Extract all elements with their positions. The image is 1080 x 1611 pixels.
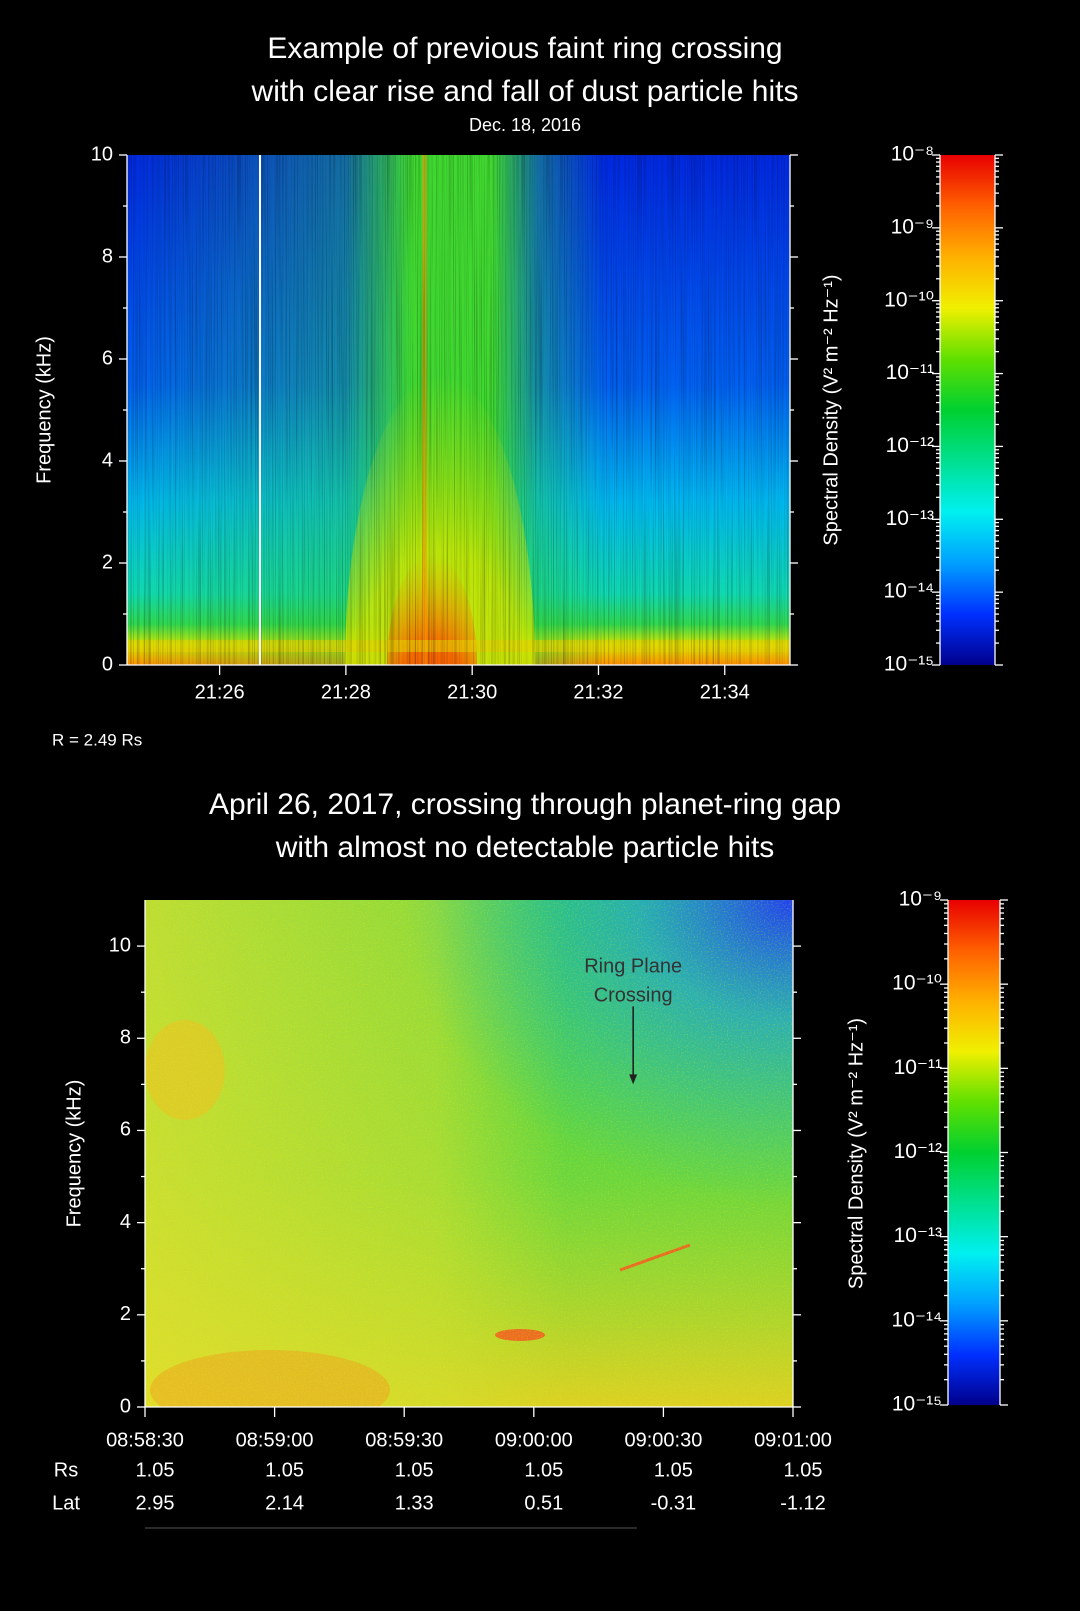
y-tick-label: 8	[102, 245, 113, 267]
colorbar-tick-label: 10⁻¹⁴	[892, 1308, 942, 1331]
annotation: R = 2.49 Rs	[52, 730, 142, 749]
y-tick-label: 6	[120, 1119, 131, 1141]
x-tick-label: 09:00:00	[495, 1429, 573, 1451]
x-tick-label: 08:59:00	[236, 1429, 314, 1451]
y-tick-label: 6	[102, 347, 113, 369]
table-cell: 2.14	[265, 1492, 304, 1514]
colorbar-tick-label: 10⁻¹⁰	[892, 972, 942, 995]
colorbar-tick-label: 10⁻¹²	[886, 434, 934, 457]
colorbar	[940, 155, 995, 665]
table-cell: 0.51	[524, 1492, 563, 1514]
colorbar-tick-label: 10⁻¹¹	[886, 361, 934, 384]
y-tick-label: 10	[109, 934, 131, 956]
y-tick-label: 2	[120, 1303, 131, 1325]
y-tick-label: 4	[102, 449, 113, 471]
x-tick-label: 21:28	[321, 681, 371, 703]
colorbar-tick-label: 10⁻¹²	[894, 1140, 942, 1163]
x-tick-label: 21:26	[195, 681, 245, 703]
x-tick-label: 21:34	[700, 681, 750, 703]
table-cell: 2.95	[136, 1492, 175, 1514]
colorbar-tick-label: 10⁻⁹	[891, 215, 934, 238]
x-tick-label: 21:30	[447, 681, 497, 703]
colorbar-label: Spectral Density (V² m⁻² Hz⁻¹)	[845, 1018, 867, 1289]
x-tick-label: 08:59:30	[365, 1429, 443, 1451]
colorbar-tick-label: 10⁻¹⁴	[884, 580, 934, 603]
table-cell: -0.31	[651, 1492, 697, 1514]
chart-title: with clear rise and fall of dust particl…	[251, 75, 799, 108]
chart-title: with almost no detectable particle hits	[275, 831, 775, 864]
x-tick-label: 09:01:00	[754, 1429, 832, 1451]
y-tick-label: 2	[102, 551, 113, 573]
table-cell: -1.12	[780, 1492, 826, 1514]
chart-title: April 26, 2017, crossing through planet-…	[209, 788, 841, 821]
colorbar-tick-label: 10⁻¹³	[894, 1224, 942, 1247]
row-label: Lat	[52, 1492, 80, 1514]
y-tick-label: 0	[102, 653, 113, 675]
annotation: Ring Plane	[584, 956, 682, 978]
row-label: Rs	[54, 1459, 78, 1481]
chart-subtitle: Dec. 18, 2016	[469, 115, 581, 135]
spectrogram	[127, 155, 790, 665]
table-cell: 1.05	[136, 1459, 175, 1481]
colorbar-tick-label: 10⁻¹⁵	[884, 653, 934, 676]
table-cell: 1.05	[784, 1459, 823, 1481]
colorbar-tick-label: 10⁻⁸	[891, 143, 934, 166]
y-tick-label: 10	[91, 143, 113, 165]
x-tick-label: 09:00:30	[624, 1429, 702, 1451]
table-cell: 1.33	[395, 1492, 434, 1514]
colorbar-tick-label: 10⁻¹³	[886, 507, 934, 530]
y-axis-label: Frequency (kHz)	[63, 1080, 85, 1228]
colorbar-tick-label: 10⁻¹⁰	[884, 288, 934, 311]
table-cell: 1.05	[265, 1459, 304, 1481]
y-tick-label: 4	[120, 1211, 131, 1233]
y-tick-label: 8	[120, 1027, 131, 1049]
x-tick-label: 08:58:30	[106, 1429, 184, 1451]
colorbar-tick-label: 10⁻⁹	[899, 888, 942, 911]
colorbar-tick-label: 10⁻¹¹	[894, 1056, 942, 1079]
chart-title: Example of previous faint ring crossing	[267, 32, 782, 65]
table-cell: 1.05	[524, 1459, 563, 1481]
colorbar	[948, 900, 1000, 1405]
colorbar-label: Spectral Density (V² m⁻² Hz⁻¹)	[820, 274, 842, 545]
table-cell: 1.05	[395, 1459, 434, 1481]
y-tick-label: 0	[120, 1395, 131, 1417]
x-tick-label: 21:32	[573, 681, 623, 703]
annotation-arrowhead	[629, 1074, 638, 1085]
y-axis-label: Frequency (kHz)	[33, 336, 55, 484]
table-cell: 1.05	[654, 1459, 693, 1481]
annotation: Crossing	[594, 985, 673, 1007]
colorbar-tick-label: 10⁻¹⁵	[892, 1393, 942, 1416]
spectrogram	[145, 900, 793, 1407]
